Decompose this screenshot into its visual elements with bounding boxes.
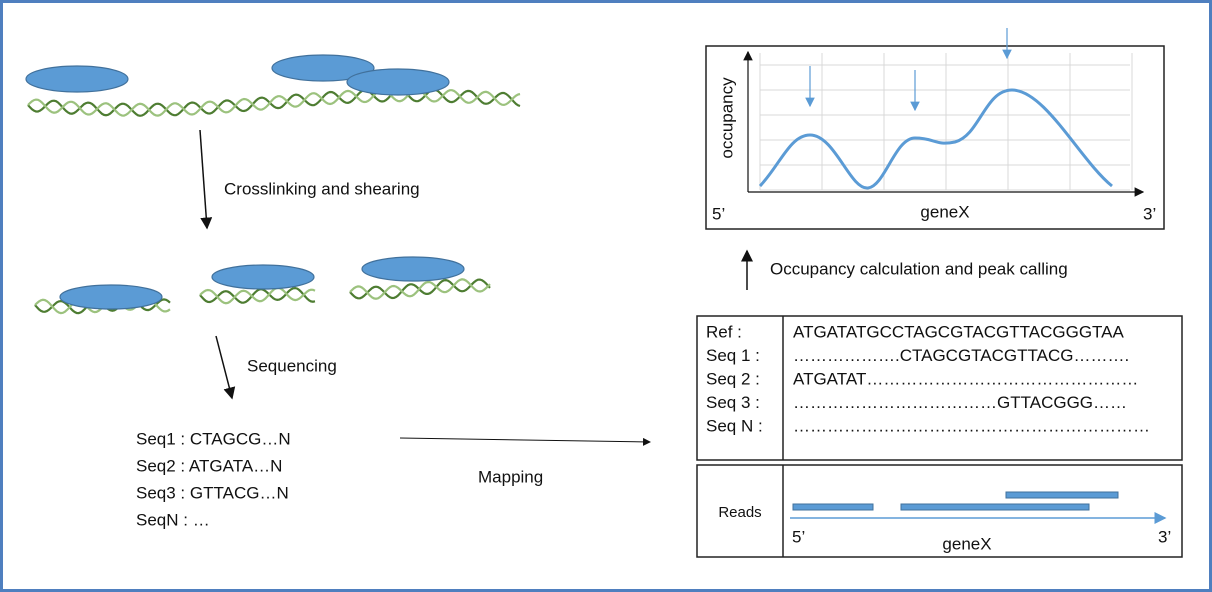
protein	[347, 69, 449, 95]
sequence: Seq3 : GTTACG…N	[136, 483, 289, 502]
sequence: Seq1 : CTAGCG…N	[136, 429, 291, 448]
sequence: Seq2 : ATGATA…N	[136, 456, 282, 475]
diagram: Crosslinking and shearing Sequencing Seq…	[0, 0, 1212, 592]
protein	[362, 257, 464, 281]
protein	[60, 285, 162, 309]
gene-label: geneX	[942, 534, 991, 553]
three-prime: 3’	[1143, 204, 1156, 223]
step-label: Mapping	[478, 467, 543, 486]
five-prime: 5’	[712, 204, 725, 223]
row-label: Seq 3 :	[706, 393, 760, 412]
row-sequence: ATGATAT…………………………………………	[793, 369, 1138, 388]
row-label: Ref :	[706, 322, 742, 341]
reads-label: Reads	[718, 504, 761, 521]
step-label: Crosslinking and shearing	[224, 179, 420, 198]
row-sequence: ……………….CTAGCGTACGTTACG……….	[793, 346, 1129, 365]
read	[1006, 492, 1118, 498]
step-label: Sequencing	[247, 356, 337, 375]
x-label: geneX	[920, 202, 969, 221]
step-label: Occupancy calculation and peak calling	[770, 259, 1068, 278]
row-sequence: ………………………………………………………	[793, 416, 1150, 435]
row-label: Seq 2 :	[706, 369, 760, 388]
reads-box	[697, 465, 1182, 557]
protein	[26, 66, 128, 92]
protein	[212, 265, 314, 289]
three-prime: 3’	[1158, 527, 1171, 546]
y-label: occupancy	[717, 77, 736, 159]
row-sequence: ATGATATGCCTAGCGTACGTTACGGGTAA	[793, 322, 1125, 341]
row-label: Seq N :	[706, 416, 763, 435]
sequence: SeqN : …	[136, 510, 210, 529]
read	[793, 504, 873, 510]
row-label: Seq 1 :	[706, 346, 760, 365]
row-sequence: ………………………………GTTACGGG……	[793, 393, 1127, 412]
read	[901, 504, 1089, 510]
five-prime: 5’	[792, 527, 805, 546]
